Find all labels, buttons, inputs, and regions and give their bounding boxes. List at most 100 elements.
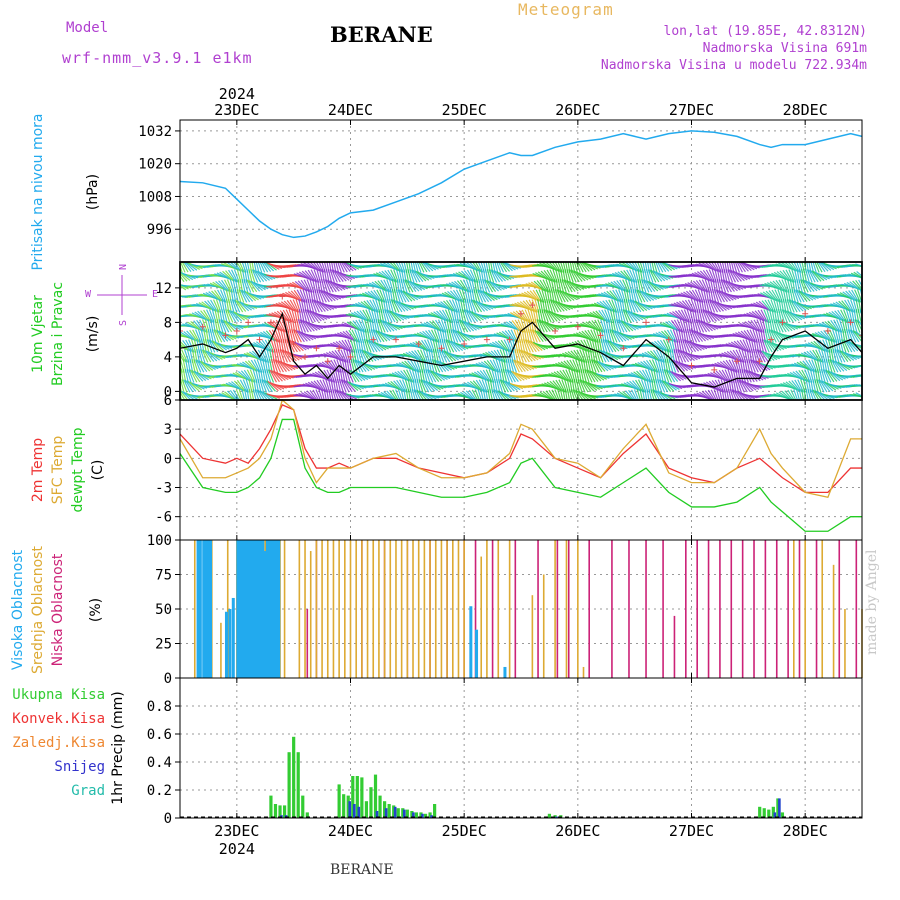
- wind-barb: [266, 369, 272, 383]
- wind-barb: [682, 329, 687, 343]
- wind-gust-mark: [847, 319, 854, 326]
- precip-bar-snow: [412, 812, 415, 818]
- wind-barb: [180, 379, 185, 393]
- wind-barb: [312, 299, 320, 313]
- wind-barb: [539, 319, 548, 333]
- wind-barb: [359, 349, 365, 363]
- wind-barb: [806, 269, 813, 283]
- y-tick-label: 0: [164, 671, 172, 687]
- wind-barb: [716, 389, 721, 400]
- wind-barb: [768, 329, 774, 343]
- wind-barb: [849, 281, 862, 291]
- wind-barb: [266, 359, 271, 373]
- wind-barb: [209, 339, 219, 353]
- wind-barb: [462, 279, 470, 293]
- wind-gust-mark: [180, 328, 183, 334]
- wind-barb: [365, 339, 372, 353]
- wind-barb: [405, 352, 419, 360]
- wind-barb: [678, 349, 687, 363]
- y-tick-label: 4: [164, 350, 172, 366]
- wind-barb: [741, 369, 747, 383]
- wind-barb: [417, 349, 425, 363]
- date-label-bottom: 28DEC: [783, 822, 828, 840]
- wind-barb: [291, 340, 301, 352]
- wind-barb: [485, 279, 494, 293]
- wind-barb: [342, 330, 354, 342]
- cloud-bar-low: [662, 540, 664, 678]
- wind-barb: [353, 359, 361, 373]
- wind-barb: [571, 341, 585, 351]
- wind-barb: [619, 279, 628, 293]
- wind-barb: [264, 339, 273, 353]
- cloud-bar-mid: [452, 540, 454, 678]
- precip-bar-total: [405, 809, 409, 818]
- precip-bar-snow: [402, 809, 406, 818]
- wind-barb: [585, 369, 593, 383]
- wind-barb: [622, 390, 634, 400]
- wind-barb: [526, 290, 539, 302]
- wind-barb: [403, 269, 407, 283]
- wind-barb: [834, 349, 840, 363]
- precip-legend-item: Konvek.Kisa: [12, 711, 105, 727]
- wind-barb: [710, 372, 723, 380]
- precip-bar-total: [419, 812, 423, 818]
- wind-barb: [233, 299, 241, 313]
- wind-barb: [402, 290, 413, 302]
- wind-barb: [319, 379, 327, 393]
- wind-barb: [424, 380, 436, 392]
- cloud-bar-mid: [383, 540, 386, 678]
- wind-barb: [191, 312, 205, 320]
- wind-barb: [269, 320, 282, 332]
- wind-barb: [307, 269, 317, 283]
- wind-barb: [648, 359, 657, 373]
- wind-barb: [567, 280, 579, 292]
- wind-barb: [546, 309, 555, 323]
- wind-barb: [250, 389, 255, 400]
- wind-barb: [712, 299, 721, 313]
- wind-barb: [606, 290, 618, 302]
- wind-barb: [554, 262, 562, 273]
- wind-barb: [274, 359, 282, 373]
- wind-barb: [360, 301, 373, 311]
- wind-barb: [466, 269, 476, 283]
- wind-barb: [673, 349, 678, 363]
- wind-barb: [380, 279, 389, 293]
- wind-barb: [803, 351, 816, 361]
- wind-barb: [398, 362, 412, 370]
- cloud-bar-high: [204, 540, 208, 678]
- wind-barb: [854, 375, 862, 378]
- wind-barb: [385, 262, 398, 271]
- wind-barb: [395, 289, 401, 303]
- wind-barb: [316, 289, 322, 303]
- wind-barb: [839, 349, 849, 363]
- wind-barb: [340, 379, 347, 393]
- wind-barb: [492, 389, 499, 400]
- wind-barb: [415, 389, 422, 400]
- wind-barb: [669, 329, 677, 343]
- wind-barb: [238, 389, 244, 400]
- cloud-bar-high: [475, 629, 479, 678]
- wind-barb: [583, 339, 591, 353]
- precip-bar-total: [414, 812, 419, 818]
- wind-barb: [383, 279, 391, 293]
- wind-barb: [573, 262, 579, 273]
- wind-barb: [495, 270, 506, 282]
- wind-barb: [554, 300, 565, 312]
- wind-barb: [538, 319, 545, 333]
- wind-barb: [336, 270, 347, 282]
- wind-barb: [369, 299, 378, 313]
- wind-barb: [269, 369, 277, 383]
- wind-gust-mark: [313, 345, 320, 352]
- precip-bar-total: [387, 804, 391, 818]
- wind-barb: [208, 291, 220, 301]
- wind-barb: [298, 309, 303, 323]
- cloud-bar-mid: [417, 540, 420, 678]
- y-tick-label: 1032: [138, 124, 172, 140]
- wind-barb: [322, 279, 329, 293]
- wind-barb: [291, 329, 297, 343]
- wind-barb: [180, 274, 185, 283]
- date-label-bottom: 26DEC: [555, 822, 600, 840]
- wind-barb: [522, 339, 529, 353]
- wind-barb: [712, 371, 725, 381]
- wind-barb: [338, 262, 345, 273]
